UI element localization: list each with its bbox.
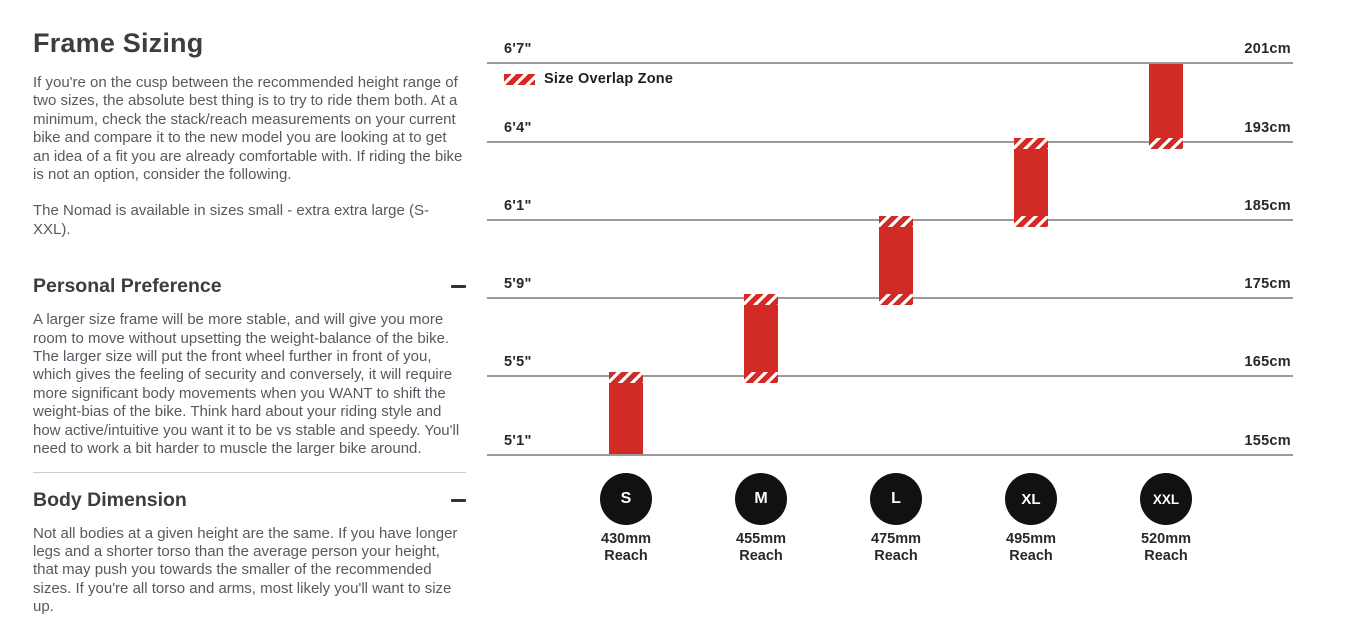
frame-sizing-chart: 6'7" 201cm 6'4" 193cm 6'1" 185cm 5'9" 175cm 5'5"… (487, 0, 1293, 580)
reach-caption: Reach (739, 548, 783, 564)
height-label-metric: 165cm (1244, 354, 1291, 370)
section-body-personal-preference: A larger size frame will be more stable,… (33, 311, 460, 458)
height-gridline (487, 454, 1293, 456)
size-bar-L (879, 216, 913, 305)
overlap-zone-bottom (744, 372, 778, 383)
section-heading-personal-preference: Personal Preference (33, 275, 222, 298)
height-label-imperial: 5'1" (504, 433, 532, 449)
height-label-imperial: 6'7" (504, 41, 532, 57)
reach-caption: Reach (1009, 548, 1053, 564)
size-circle-L: L (870, 473, 922, 525)
size-circle-M: M (735, 473, 787, 525)
reach-caption: Reach (1144, 548, 1188, 564)
reach-label-XL: 495mm Reach (971, 531, 1091, 565)
size-overlap-legend-label: Size Overlap Zone (544, 71, 674, 87)
overlap-zone-top (879, 216, 913, 227)
height-label-imperial: 5'5" (504, 354, 532, 370)
overlap-zone-top (744, 294, 778, 305)
overlap-hatch-swatch-icon (504, 73, 535, 85)
height-gridline (487, 375, 1293, 377)
sizing-text-column: Frame Sizing If you're on the cusp betwe… (33, 0, 466, 617)
reach-label-S: 430mm Reach (566, 531, 686, 565)
size-bar-XXL (1149, 64, 1183, 149)
section-body-body-dimension: Not all bodies at a given height are the… (33, 524, 458, 616)
height-gridline (487, 141, 1293, 143)
reach-label-L: 475mm Reach (836, 531, 956, 565)
height-label-imperial: 6'1" (504, 198, 532, 214)
size-circle-XXL: XXL (1140, 473, 1192, 525)
section-heading-body-dimension: Body Dimension (33, 488, 187, 511)
intro-paragraph: If you're on the cusp between the recomm… (33, 74, 463, 184)
overlap-zone-bottom (1014, 216, 1048, 227)
height-label-imperial: 6'4" (504, 120, 532, 136)
height-label-imperial: 5'9" (504, 276, 532, 292)
section-personal-preference: Personal Preference A larger size frame … (33, 275, 466, 458)
size-bar-M (744, 294, 778, 383)
size-circle-S: S (600, 473, 652, 525)
reach-caption: Reach (604, 548, 648, 564)
size-bar-S (609, 372, 643, 454)
collapse-minus-icon[interactable] (451, 285, 466, 289)
reach-value: 495mm (1006, 531, 1056, 547)
overlap-zone-top (1014, 138, 1048, 149)
section-body-dimension: Body Dimension Not all bodies at a given… (33, 489, 466, 617)
reach-caption: Reach (874, 548, 918, 564)
reach-value: 430mm (601, 531, 651, 547)
page-title: Frame Sizing (33, 28, 204, 58)
height-label-metric: 185cm (1244, 198, 1291, 214)
height-label-metric: 155cm (1244, 433, 1291, 449)
height-label-metric: 175cm (1244, 276, 1291, 292)
collapse-minus-icon[interactable] (451, 498, 466, 502)
availability-note: The Nomad is available in sizes small - … (33, 202, 429, 238)
reach-label-M: 455mm Reach (701, 531, 821, 565)
overlap-zone-bottom (1149, 138, 1183, 149)
overlap-zone-bottom (879, 294, 913, 305)
height-gridline (487, 62, 1293, 64)
size-overlap-legend: Size Overlap Zone (504, 71, 673, 87)
section-header-body-dimension[interactable]: Body Dimension (33, 489, 466, 512)
height-label-metric: 201cm (1244, 41, 1291, 57)
section-divider (33, 471, 466, 473)
overlap-zone-top (609, 372, 643, 383)
size-bar-XL (1014, 138, 1048, 227)
reach-value: 475mm (871, 531, 921, 547)
reach-label-XXL: 520mm Reach (1106, 531, 1226, 565)
reach-value: 520mm (1141, 531, 1191, 547)
reach-value: 455mm (736, 531, 786, 547)
size-circle-XL: XL (1005, 473, 1057, 525)
section-header-personal-preference[interactable]: Personal Preference (33, 275, 466, 298)
height-label-metric: 193cm (1244, 120, 1291, 136)
